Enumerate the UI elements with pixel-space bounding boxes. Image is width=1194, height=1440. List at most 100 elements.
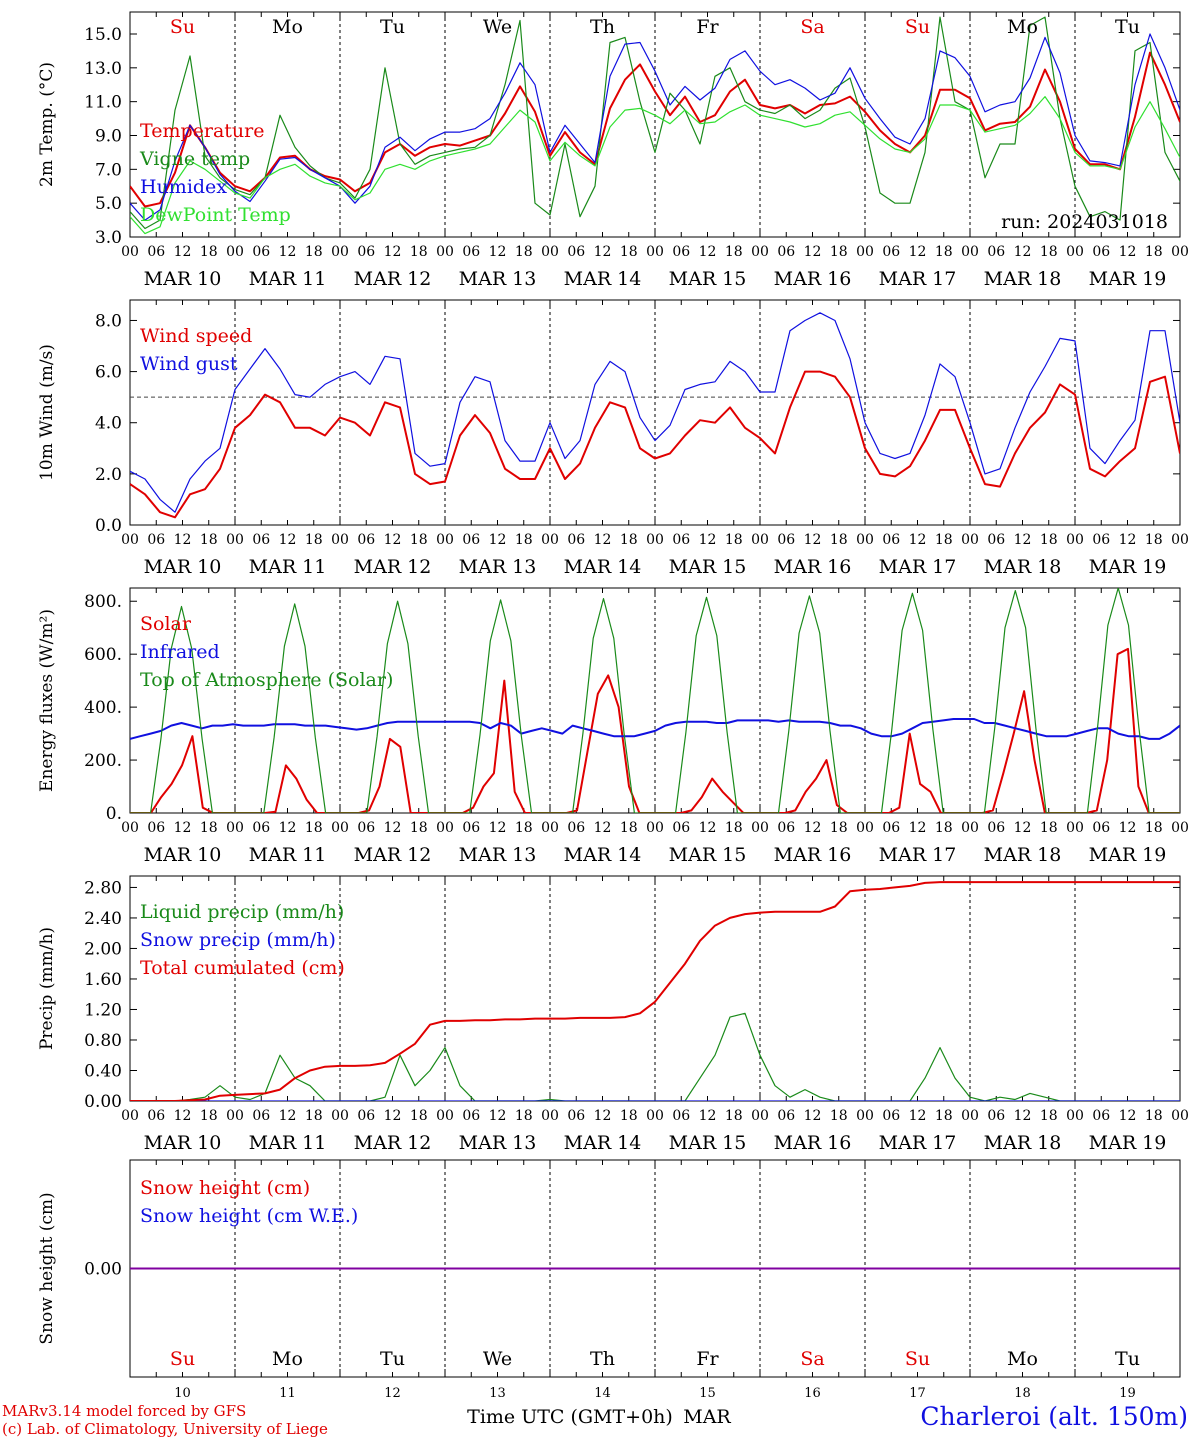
panel-1: 3.0 5.0 7.0 9.0 11.0 13.0 15.0 2m Temp. (°C) Tem…: [37, 11, 1189, 290]
hour-tick-label: 12: [1119, 1108, 1137, 1124]
legend-entry: Solar: [140, 613, 192, 635]
hour-tick-label: 12: [594, 1108, 612, 1124]
hour-tick-label: 12: [279, 532, 297, 548]
hour-tick-label: 12: [594, 820, 612, 836]
hour-tick-label: 12: [1014, 532, 1032, 548]
date-label: MAR 18: [984, 556, 1062, 578]
hour-tick-label: 06: [462, 820, 480, 836]
hour-tick-label: 06: [882, 820, 900, 836]
hour-tick-label: 18: [305, 244, 323, 260]
hour-tick-label: 12: [1119, 820, 1137, 836]
hour-tick-label: 12: [384, 532, 402, 548]
hour-tick-label: 00: [1171, 532, 1189, 548]
hour-tick-label: 00: [751, 244, 769, 260]
hour-tick-label: 00: [226, 244, 244, 260]
hour-tick-label: 06: [252, 532, 270, 548]
hour-tick-label: 18: [1040, 532, 1058, 548]
hour-tick-label: 06: [462, 1108, 480, 1124]
hour-tick-label: 18: [935, 1108, 953, 1124]
hour-tick-label: 00: [856, 532, 874, 548]
date-label: MAR 13: [459, 1132, 537, 1154]
hour-tick-label: 18: [935, 532, 953, 548]
weekday-label: We: [483, 1348, 512, 1370]
y-tick-label: 8.0: [95, 311, 122, 331]
hour-tick-label: 18: [1040, 1108, 1058, 1124]
weekday-label: Tu: [380, 16, 405, 38]
y-tick-label: 2.0: [95, 465, 122, 485]
y-tick-label: 13.0: [84, 59, 122, 79]
hour-tick-label: 18: [1145, 820, 1163, 836]
hour-tick-label: 12: [1014, 244, 1032, 260]
date-label: MAR 16: [774, 268, 852, 290]
hour-tick-label: 06: [357, 1108, 375, 1124]
hour-tick-label: 00: [226, 1108, 244, 1124]
y-tick-label: 0.40: [84, 1061, 122, 1081]
y-tick-label: 800.: [84, 592, 122, 612]
series-line: [130, 33, 1180, 221]
date-label: MAR 15: [669, 268, 747, 290]
series-line: [130, 1012, 1180, 1101]
hour-tick-label: 12: [909, 820, 927, 836]
hour-tick-label: 00: [1066, 1108, 1084, 1124]
legend-entry: Temperature: [140, 120, 264, 142]
date-label: MAR 13: [459, 556, 537, 578]
hour-tick-label: 00: [331, 820, 349, 836]
weekday-label: Mo: [1007, 1348, 1038, 1370]
series-line: [130, 588, 1180, 813]
weekday-label: Su: [905, 1348, 930, 1370]
hour-tick-label: 12: [594, 532, 612, 548]
hour-tick-label: 18: [305, 1108, 323, 1124]
date-label: MAR 18: [984, 1132, 1062, 1154]
hour-tick-label: 00: [751, 532, 769, 548]
hour-tick-label: 00: [646, 1108, 664, 1124]
y-tick-label: 2.00: [84, 939, 122, 959]
weekday-label: Mo: [272, 1348, 303, 1370]
hour-tick-label: 00: [436, 1108, 454, 1124]
hour-tick-label: 12: [804, 1108, 822, 1124]
legend-entry: Snow height (cm W.E.): [140, 1205, 358, 1227]
hour-tick-label: 18: [515, 1108, 533, 1124]
hour-tick-label: 00: [856, 244, 874, 260]
hour-tick-label: 12: [279, 820, 297, 836]
date-label: MAR 15: [669, 1132, 747, 1154]
hour-tick-label: 00: [541, 820, 559, 836]
hour-tick-label: 00: [436, 820, 454, 836]
date-label: MAR 10: [144, 268, 222, 290]
hour-tick-label: 00: [646, 244, 664, 260]
hour-tick-label: 06: [567, 532, 585, 548]
date-label: MAR 14: [564, 844, 642, 866]
weekday-label: Fr: [696, 16, 719, 38]
hour-tick-label: 18: [725, 1108, 743, 1124]
y-axis-label: 10m Wind (m/s): [37, 344, 57, 481]
run-annotation: run: 2024031018: [1001, 211, 1168, 233]
hour-tick-label: 18: [305, 532, 323, 548]
date-label: MAR 17: [879, 1132, 957, 1154]
hour-tick-label: 00: [331, 532, 349, 548]
hour-tick-label: 06: [252, 244, 270, 260]
hour-tick-label: 18: [200, 532, 218, 548]
hour-tick-label: 06: [147, 1108, 165, 1124]
y-axis-label: Precip (mm/h): [37, 927, 57, 1050]
credit-model: MARv3.14 model forced by GFS: [2, 1402, 247, 1420]
hour-tick-label: 12: [279, 244, 297, 260]
hour-tick-label: 18: [1145, 1108, 1163, 1124]
hour-tick-label: 18: [1145, 244, 1163, 260]
date-label: MAR 13: [459, 844, 537, 866]
hour-tick-label: 18: [620, 532, 638, 548]
legend-entry: Humidex: [140, 176, 227, 198]
hour-tick-label: 00: [331, 1108, 349, 1124]
y-tick-label: 4.0: [95, 414, 122, 434]
hour-tick-label: 06: [882, 244, 900, 260]
hour-tick-label: 06: [882, 532, 900, 548]
day-number-label: 10: [174, 1386, 191, 1401]
legend-entry: Infrared: [140, 641, 220, 663]
hour-tick-label: 12: [279, 1108, 297, 1124]
hour-tick-label: 06: [777, 1108, 795, 1124]
date-label: MAR 15: [669, 844, 747, 866]
weekday-label: Tu: [380, 1348, 405, 1370]
hour-tick-label: 12: [699, 820, 717, 836]
weekday-label: Sa: [800, 1348, 824, 1370]
date-label: MAR 18: [984, 844, 1062, 866]
hour-tick-label: 18: [410, 820, 428, 836]
legend-entry: Wind gust: [140, 353, 238, 375]
